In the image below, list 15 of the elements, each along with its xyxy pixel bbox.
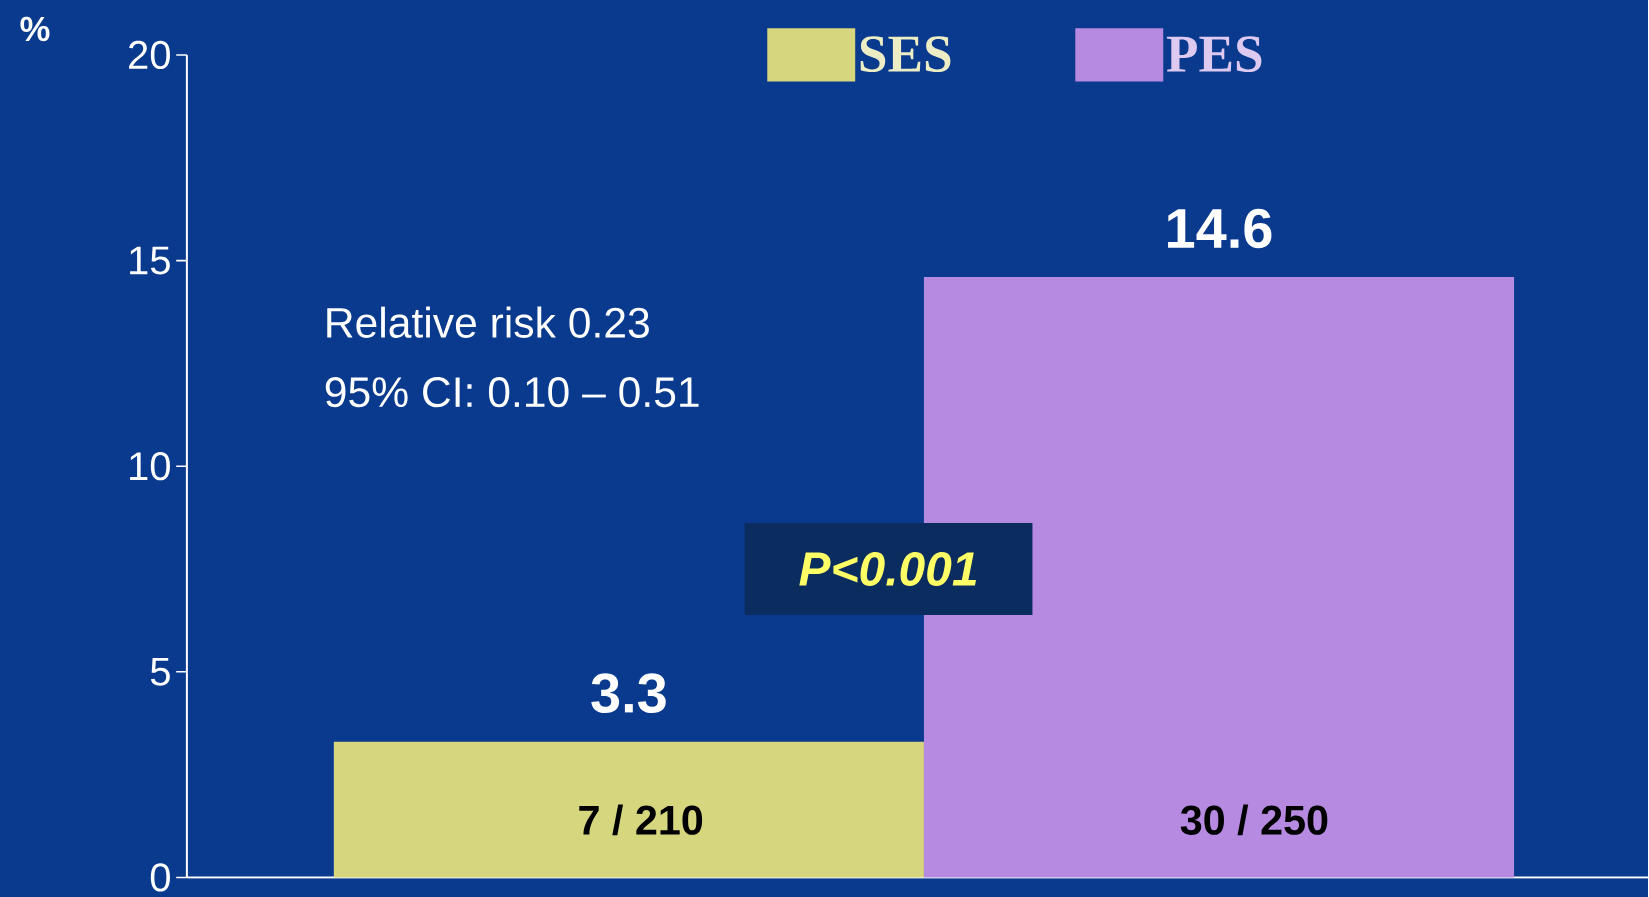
- y-tick-label: 0: [150, 863, 170, 892]
- legend-label: SES: [860, 36, 951, 72]
- y-axis-title: %: [20, 16, 50, 41]
- y-tick-label: 5: [150, 657, 170, 686]
- annotation: 95% CI: 0.10 – 0.51: [325, 376, 699, 408]
- annotation: 30 / 250: [1180, 804, 1328, 836]
- annotation: 7 / 210: [579, 804, 703, 836]
- data-label: 14.6: [1168, 208, 1272, 249]
- y-tick-label: 15: [130, 246, 170, 275]
- annotation: P<0.001: [799, 551, 976, 586]
- legend-label: PES: [1166, 36, 1262, 72]
- y-tick-label: 10: [130, 451, 170, 481]
- data-label: 3.3: [591, 673, 666, 713]
- annotation: Relative risk 0.23: [327, 306, 649, 338]
- y-tick-label: 20: [129, 40, 170, 69]
